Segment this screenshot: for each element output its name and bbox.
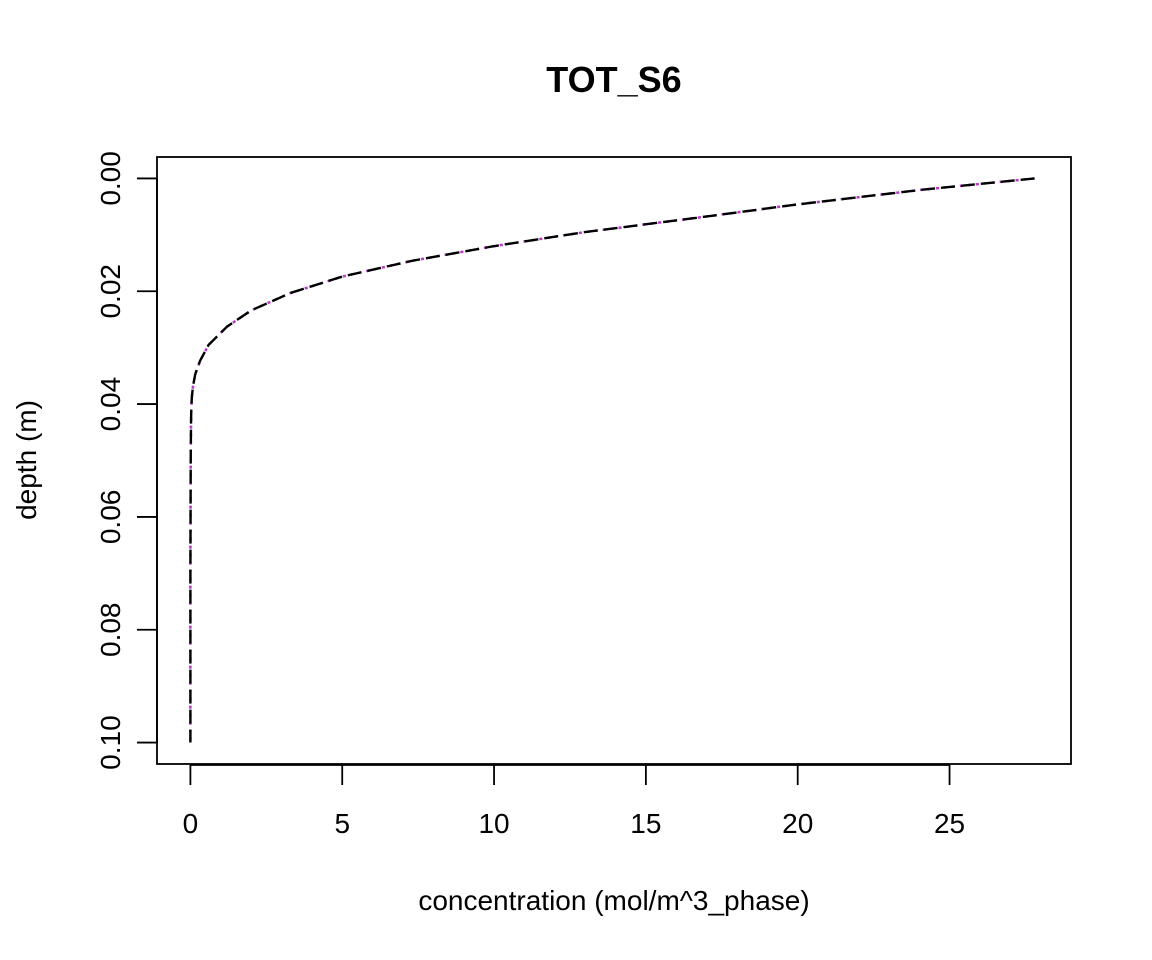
y-tick-label: 0.04 <box>95 377 126 432</box>
chart-title: TOT_S6 <box>546 59 681 100</box>
x-axis: 0 5 10 15 20 25 <box>183 764 965 839</box>
series-line-2 <box>189 177 1035 743</box>
y-axis: 0.00 0.02 0.04 0.06 0.08 0.10 <box>95 151 158 770</box>
series-layer <box>189 177 1035 743</box>
x-tick-label: 20 <box>782 808 813 839</box>
x-tick-label: 0 <box>183 808 199 839</box>
series-line-1 <box>189 177 1035 743</box>
plot-frame <box>156 156 1072 765</box>
y-tick-label: 0.00 <box>95 151 126 206</box>
series-line-3 <box>189 177 1035 743</box>
x-tick-label: 10 <box>478 808 509 839</box>
y-tick-label: 0.02 <box>95 264 126 319</box>
x-tick-label: 25 <box>934 808 965 839</box>
y-tick-label: 0.10 <box>95 715 126 770</box>
x-tick-label: 15 <box>630 808 661 839</box>
x-tick-label: 5 <box>334 808 350 839</box>
y-tick-label: 0.08 <box>95 602 126 657</box>
x-axis-label: concentration (mol/m^3_phase) <box>418 885 809 916</box>
y-tick-label: 0.06 <box>95 490 126 545</box>
y-axis-label: depth (m) <box>11 400 42 520</box>
